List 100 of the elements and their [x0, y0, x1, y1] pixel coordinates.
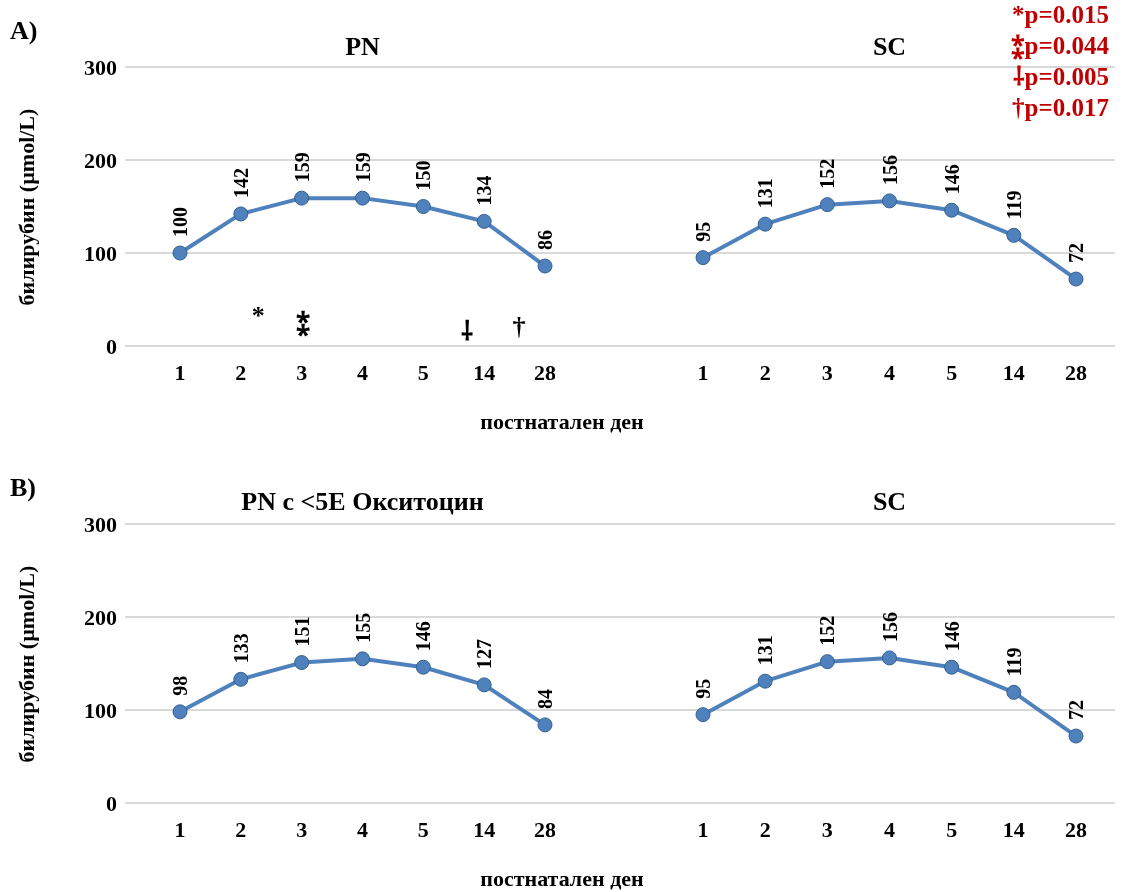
- x-tick-label: 28: [1065, 816, 1087, 842]
- x-tick-label: 2: [235, 816, 247, 842]
- point: [537, 717, 553, 733]
- annotation: †: [511, 311, 527, 344]
- data-label: 95: [692, 221, 714, 242]
- point: [476, 677, 492, 693]
- x-tick-label: 2: [235, 359, 247, 385]
- y-tick-label: 0: [106, 790, 117, 816]
- point: [944, 202, 960, 218]
- point: [1068, 271, 1084, 287]
- data-label: 142: [229, 167, 252, 198]
- point: [355, 651, 370, 667]
- y-tick-label: 200: [84, 147, 117, 173]
- x-tick-label: 28: [534, 816, 556, 842]
- data-label: 156: [878, 154, 901, 185]
- chart-title: PN: [345, 32, 380, 61]
- annotation: ⸸: [459, 316, 474, 349]
- text: B): [10, 473, 36, 503]
- data-label: 72: [1065, 243, 1087, 264]
- x-axis-title: постнатален ден: [479, 866, 645, 891]
- data-label: 95: [692, 678, 714, 699]
- data-label: 159: [351, 152, 374, 183]
- x-tick-label: 5: [946, 359, 958, 385]
- annotation: ⁑: [294, 306, 311, 339]
- chart-title: SC: [872, 32, 907, 61]
- x-tick-label: 3: [296, 816, 308, 842]
- x-tick-label: 1: [697, 359, 709, 385]
- point: [1006, 684, 1022, 700]
- y-axis-title: билирубин (µmol/L): [14, 564, 40, 765]
- data-label: 119: [1002, 190, 1025, 220]
- point: [233, 671, 249, 687]
- data-label: 84: [534, 688, 556, 709]
- point: [537, 258, 553, 274]
- y-tick-label: 300: [84, 54, 117, 80]
- x-tick-label: 3: [821, 359, 833, 385]
- x-tick-label: 5: [946, 816, 958, 842]
- point: [415, 199, 431, 214]
- point: [294, 655, 310, 671]
- data-label: 150: [412, 160, 435, 191]
- annotation: *: [250, 300, 266, 333]
- point: [355, 190, 370, 206]
- point: [882, 193, 897, 209]
- data-label: 131: [754, 635, 777, 666]
- text: *p=0.015: [1012, 0, 1109, 30]
- y-tick-label: 100: [84, 697, 117, 723]
- data-label: 151: [290, 616, 313, 647]
- y-tick-label: 0: [106, 333, 117, 359]
- annotation: †p=0.017: [1012, 93, 1109, 123]
- data-label: 98: [169, 675, 191, 696]
- x-tick-label: 2: [759, 359, 771, 385]
- data-label: 127: [473, 638, 496, 669]
- x-tick-label: 1: [697, 816, 709, 842]
- y-tick-label: 100: [84, 240, 117, 266]
- data-label: 134: [473, 175, 496, 206]
- point: [233, 206, 249, 222]
- annotation: ⸸p=0.005: [1012, 62, 1109, 92]
- data-label: 133: [229, 633, 252, 664]
- x-tick-label: 1: [174, 359, 186, 385]
- x-tick-label: 28: [1065, 359, 1087, 385]
- data-label: 100: [169, 207, 191, 237]
- x-tick-label: 4: [357, 816, 368, 842]
- x-tick-label: 14: [473, 816, 496, 842]
- data-label: 159: [290, 152, 313, 183]
- point: [944, 659, 960, 675]
- x-tick-label: 14: [1002, 816, 1025, 842]
- point: [172, 245, 188, 261]
- data-label: 152: [816, 158, 839, 189]
- x-tick-label: 5: [417, 816, 429, 842]
- point: [172, 704, 188, 720]
- point: [695, 707, 711, 723]
- x-axis-title: постнатален ден: [479, 409, 645, 434]
- point: [819, 197, 835, 213]
- x-tick-label: 5: [417, 359, 429, 385]
- point: [882, 650, 897, 666]
- data-label: 146: [940, 164, 963, 195]
- data-label: 146: [412, 621, 435, 652]
- data-label: 152: [816, 615, 839, 646]
- point: [757, 673, 773, 689]
- x-tick-label: 4: [884, 359, 895, 385]
- text: A): [10, 16, 38, 46]
- text: ⁑p=0.044: [1010, 31, 1109, 61]
- point: [294, 190, 310, 206]
- data-label: 86: [534, 230, 556, 251]
- point: [757, 216, 773, 232]
- chart-title: PN с <5Е Окситоцин: [241, 487, 484, 516]
- data-label: 156: [878, 611, 901, 642]
- x-tick-label: 14: [1002, 359, 1025, 385]
- x-tick-label: 3: [821, 816, 833, 842]
- point: [476, 213, 492, 229]
- x-tick-label: 28: [534, 359, 556, 385]
- y-tick-label: 200: [84, 604, 117, 630]
- y-axis-title: билирубин (µmol/L): [14, 107, 40, 308]
- x-tick-label: 1: [174, 816, 186, 842]
- point: [695, 250, 711, 266]
- data-label: 131: [754, 178, 777, 209]
- y-tick-label: 300: [84, 511, 117, 537]
- x-tick-label: 4: [357, 359, 368, 385]
- x-tick-label: 14: [473, 359, 496, 385]
- data-label: 146: [940, 621, 963, 652]
- point: [1068, 728, 1084, 744]
